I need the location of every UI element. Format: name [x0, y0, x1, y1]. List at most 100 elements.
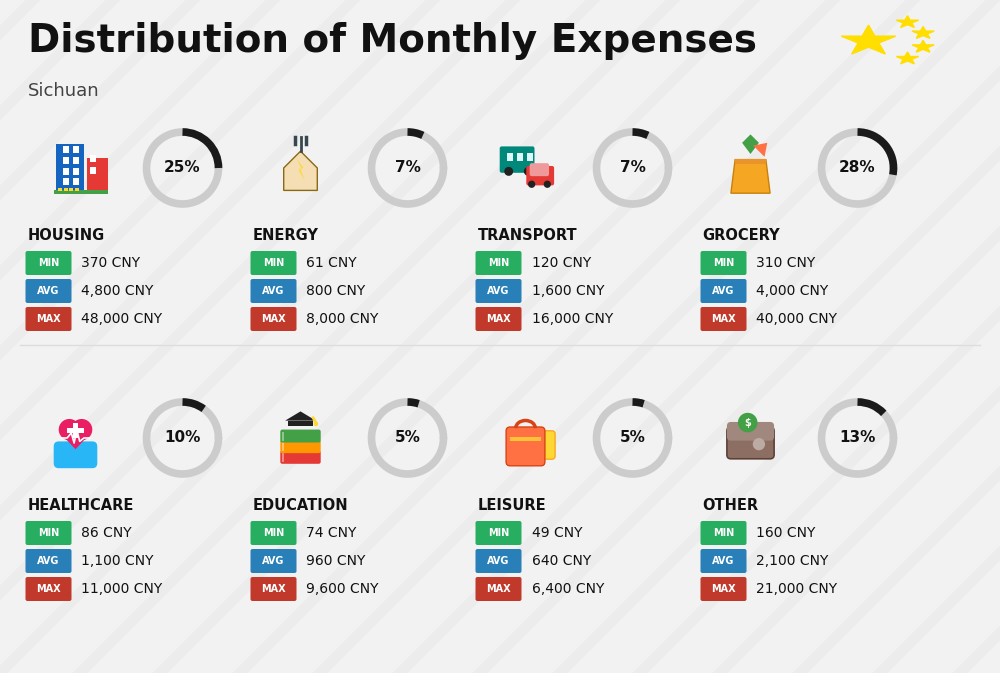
Text: 5%: 5%	[395, 431, 420, 446]
FancyBboxPatch shape	[282, 431, 284, 441]
Polygon shape	[60, 433, 91, 449]
Text: AVG: AVG	[487, 556, 510, 566]
FancyBboxPatch shape	[250, 521, 296, 545]
FancyBboxPatch shape	[280, 429, 321, 443]
Text: MAX: MAX	[486, 314, 511, 324]
Text: 61 CNY: 61 CNY	[306, 256, 357, 270]
Text: AVG: AVG	[262, 556, 285, 566]
FancyBboxPatch shape	[73, 145, 79, 153]
Text: 7%: 7%	[395, 160, 420, 176]
FancyBboxPatch shape	[250, 251, 296, 275]
Polygon shape	[285, 411, 316, 421]
Text: 370 CNY: 370 CNY	[81, 256, 141, 270]
FancyBboxPatch shape	[90, 167, 96, 174]
Circle shape	[504, 167, 513, 176]
Text: AVG: AVG	[712, 286, 735, 296]
FancyBboxPatch shape	[701, 549, 747, 573]
Text: 10%: 10%	[164, 431, 201, 446]
FancyBboxPatch shape	[25, 279, 72, 303]
Text: 960 CNY: 960 CNY	[306, 554, 366, 568]
FancyBboxPatch shape	[25, 549, 72, 573]
FancyBboxPatch shape	[75, 188, 79, 191]
Text: 28%: 28%	[839, 160, 876, 176]
Text: MAX: MAX	[711, 314, 736, 324]
Text: MAX: MAX	[36, 314, 61, 324]
FancyBboxPatch shape	[280, 451, 321, 464]
FancyBboxPatch shape	[701, 307, 747, 331]
FancyBboxPatch shape	[58, 188, 62, 191]
Text: 25%: 25%	[164, 160, 201, 176]
FancyBboxPatch shape	[73, 157, 79, 164]
Text: AVG: AVG	[262, 286, 285, 296]
FancyBboxPatch shape	[701, 577, 747, 601]
FancyBboxPatch shape	[476, 521, 522, 545]
Text: GROCERY: GROCERY	[702, 227, 780, 242]
FancyBboxPatch shape	[67, 428, 84, 433]
FancyBboxPatch shape	[701, 279, 747, 303]
FancyBboxPatch shape	[25, 251, 72, 275]
Polygon shape	[296, 158, 305, 180]
Text: MAX: MAX	[36, 584, 61, 594]
FancyBboxPatch shape	[506, 427, 545, 466]
Text: 2,100 CNY: 2,100 CNY	[757, 554, 829, 568]
Text: MIN: MIN	[263, 528, 284, 538]
Text: OTHER: OTHER	[702, 497, 759, 513]
Text: TRANSPORT: TRANSPORT	[478, 227, 577, 242]
FancyBboxPatch shape	[701, 251, 747, 275]
FancyBboxPatch shape	[25, 521, 72, 545]
Text: 1,600 CNY: 1,600 CNY	[532, 284, 604, 298]
FancyBboxPatch shape	[69, 188, 73, 191]
FancyBboxPatch shape	[87, 158, 108, 192]
FancyBboxPatch shape	[250, 549, 296, 573]
FancyBboxPatch shape	[25, 577, 72, 601]
Text: MAX: MAX	[711, 584, 736, 594]
Text: 49 CNY: 49 CNY	[532, 526, 582, 540]
Text: AVG: AVG	[712, 556, 735, 566]
FancyBboxPatch shape	[63, 157, 69, 164]
Text: MAX: MAX	[261, 584, 286, 594]
FancyBboxPatch shape	[54, 190, 108, 194]
Text: ENERGY: ENERGY	[252, 227, 318, 242]
Circle shape	[59, 419, 80, 440]
FancyBboxPatch shape	[510, 437, 541, 441]
Text: 1,100 CNY: 1,100 CNY	[81, 554, 154, 568]
Text: Sichuan: Sichuan	[28, 82, 100, 100]
Text: 21,000 CNY: 21,000 CNY	[757, 582, 838, 596]
Text: MIN: MIN	[713, 258, 734, 268]
FancyBboxPatch shape	[63, 178, 69, 185]
FancyBboxPatch shape	[526, 166, 554, 185]
FancyBboxPatch shape	[476, 279, 522, 303]
Circle shape	[524, 167, 533, 176]
Text: 11,000 CNY: 11,000 CNY	[81, 582, 163, 596]
FancyBboxPatch shape	[282, 453, 284, 462]
FancyBboxPatch shape	[476, 251, 522, 275]
FancyBboxPatch shape	[250, 577, 296, 601]
Text: 120 CNY: 120 CNY	[532, 256, 591, 270]
Polygon shape	[912, 26, 934, 38]
Text: AVG: AVG	[37, 556, 60, 566]
FancyBboxPatch shape	[476, 307, 522, 331]
Text: AVG: AVG	[487, 286, 510, 296]
Polygon shape	[841, 25, 896, 54]
Circle shape	[544, 180, 551, 188]
Text: MIN: MIN	[488, 258, 509, 268]
FancyBboxPatch shape	[282, 442, 284, 451]
Text: 74 CNY: 74 CNY	[306, 526, 357, 540]
Text: 310 CNY: 310 CNY	[757, 256, 816, 270]
Circle shape	[71, 419, 92, 440]
Text: MIN: MIN	[38, 258, 59, 268]
Polygon shape	[896, 15, 919, 28]
FancyBboxPatch shape	[476, 577, 522, 601]
FancyBboxPatch shape	[517, 153, 523, 161]
FancyBboxPatch shape	[735, 159, 766, 164]
FancyBboxPatch shape	[250, 279, 296, 303]
FancyBboxPatch shape	[250, 307, 296, 331]
Polygon shape	[742, 135, 759, 154]
FancyBboxPatch shape	[73, 178, 79, 185]
Text: $: $	[744, 418, 751, 427]
FancyBboxPatch shape	[56, 144, 84, 192]
Text: MIN: MIN	[38, 528, 59, 538]
FancyBboxPatch shape	[288, 421, 313, 426]
Text: EDUCATION: EDUCATION	[252, 497, 348, 513]
FancyBboxPatch shape	[73, 168, 79, 175]
